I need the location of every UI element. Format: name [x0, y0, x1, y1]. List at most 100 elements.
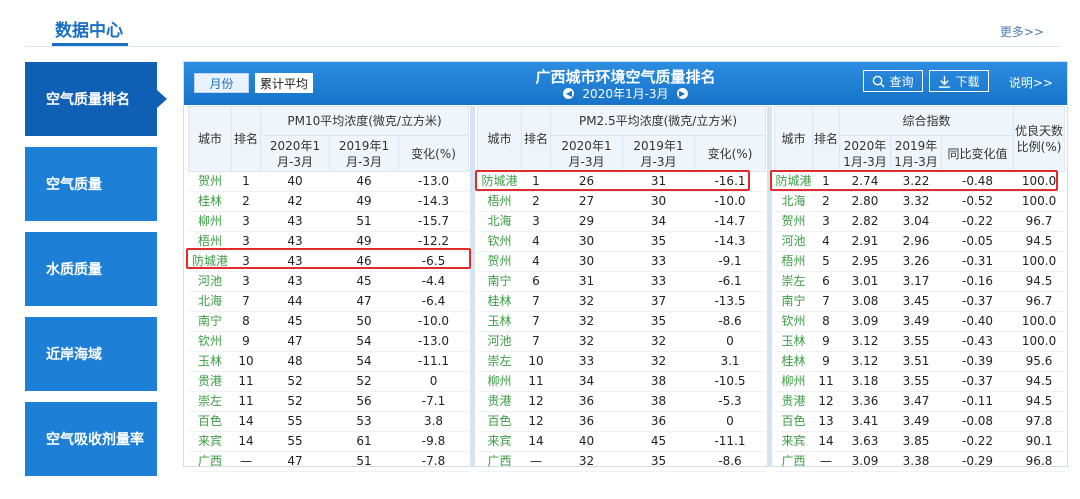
city-cell[interactable]: 柳州 [774, 371, 813, 392]
table-cell: 14 [231, 431, 261, 452]
city-cell[interactable]: 钦州 [188, 331, 232, 352]
city-cell[interactable]: 防城港 [774, 171, 813, 192]
city-cell[interactable]: 来宾 [477, 431, 522, 452]
city-cell[interactable]: 百色 [188, 411, 232, 432]
table-row: 柳州 3 43 51 -15.7 [188, 211, 469, 232]
table-row: 玉林 10 48 54 -11.1 [188, 351, 469, 372]
table-cell: 2.82 [839, 211, 891, 232]
table-cell: 9 [231, 331, 261, 352]
city-cell[interactable]: 防城港 [477, 171, 522, 192]
city-cell[interactable]: 河池 [188, 271, 232, 292]
table-row: 来宾 14 40 45 -11.1 [477, 431, 766, 452]
city-cell[interactable]: 来宾 [774, 431, 813, 452]
city-cell[interactable]: 贵港 [477, 391, 522, 412]
sidebar-item-air-quality-ranking[interactable]: 空气质量排名 [25, 62, 167, 136]
sidebar-item-air-quality[interactable]: 空气质量 [25, 147, 157, 221]
city-cell[interactable]: 北海 [188, 291, 232, 312]
city-cell[interactable]: 桂林 [774, 351, 813, 372]
highlight-box [475, 170, 750, 191]
table-cell: 3.55 [890, 371, 942, 392]
city-cell[interactable]: 南宁 [774, 291, 813, 312]
table-row: 梧州 2 27 30 -10.0 [477, 191, 766, 212]
period-label: 2020年1月-3月 [582, 87, 669, 101]
table-cell: 2.95 [839, 251, 891, 272]
explain-link[interactable]: 说明>> [1008, 76, 1053, 90]
table-cell: 3.26 [890, 251, 942, 272]
table-cell: 94.5 [1013, 371, 1065, 392]
city-cell[interactable]: 河池 [774, 231, 813, 252]
tab-cumulative-average[interactable]: 累计平均 [255, 73, 313, 93]
city-cell[interactable]: 南宁 [188, 311, 232, 332]
table-cell: 96.8 [1013, 451, 1065, 472]
city-cell[interactable]: 南宁 [477, 271, 522, 292]
table-row: 广西 —32 35 -8.6 [477, 451, 766, 472]
composite-table: 城市 排名 综合指数 优良天数比例(%) 2020年1月-3月 2019年1月-… [774, 106, 1066, 472]
table-cell: -11.1 [398, 351, 469, 372]
city-cell[interactable]: 贺州 [477, 251, 522, 272]
table-cell: 3 [231, 231, 261, 252]
next-period-icon[interactable]: ▶ [676, 88, 688, 99]
table-cell: 3.1 [694, 351, 766, 372]
city-cell[interactable]: 贵港 [774, 391, 813, 412]
table-row: 贵港 12 3.36 3.47 -0.11 94.5 [774, 391, 1065, 412]
city-cell[interactable]: 北海 [774, 191, 813, 212]
city-cell[interactable]: 广西 [477, 451, 522, 472]
city-cell[interactable]: 钦州 [477, 231, 522, 252]
city-cell[interactable]: 崇左 [774, 271, 813, 292]
sidebar-item-water-quality[interactable]: 水质质量 [25, 232, 157, 306]
city-cell[interactable]: 崇左 [188, 391, 232, 412]
city-cell[interactable]: 来宾 [188, 431, 232, 452]
table-cell: -0.22 [941, 431, 1014, 452]
city-cell[interactable]: 玉林 [188, 351, 232, 372]
city-cell[interactable]: 玉林 [774, 331, 813, 352]
table-row: 贺州 4 30 33 -9.1 [477, 251, 766, 272]
sidebar-item-coastal-waters[interactable]: 近岸海域 [25, 317, 157, 391]
table-cell: -0.31 [941, 251, 1014, 272]
city-cell[interactable]: 柳州 [188, 211, 232, 232]
city-cell[interactable]: 梧州 [774, 251, 813, 272]
city-cell[interactable]: 贺州 [774, 211, 813, 232]
city-cell[interactable]: 柳州 [477, 371, 522, 392]
tab-month[interactable]: 月份 [194, 73, 249, 93]
title-underline [52, 43, 128, 46]
column-header: 2019年1月-3月 [329, 135, 399, 172]
prev-period-icon[interactable]: ◀ [563, 88, 575, 99]
table-cell: 0 [694, 411, 766, 432]
city-cell[interactable]: 梧州 [188, 231, 232, 252]
city-cell[interactable]: 广西 [774, 451, 813, 472]
city-cell[interactable]: 桂林 [477, 291, 522, 312]
city-cell[interactable]: 桂林 [188, 191, 232, 212]
table-cell: 3.8 [398, 411, 469, 432]
city-cell[interactable]: 贺州 [188, 171, 232, 192]
city-cell[interactable]: 百色 [774, 411, 813, 432]
city-cell[interactable]: 钦州 [774, 311, 813, 332]
city-cell[interactable]: 河池 [477, 331, 522, 352]
city-cell[interactable]: 玉林 [477, 311, 522, 332]
table-cell: 31 [550, 271, 623, 292]
table-cell: 32 [622, 351, 695, 372]
sidebar-item-air-absorbed-dose-rate[interactable]: 空气吸收剂量率 [25, 402, 157, 476]
table-cell: 94.5 [1013, 231, 1065, 252]
table-cell: 2.96 [890, 231, 942, 252]
table-cell: 3.51 [890, 351, 942, 372]
city-cell[interactable]: 广西 [188, 451, 232, 472]
table-body: 贺州 1 40 46 -13.0 桂林 2 42 49 -14.3 柳州 3 43 51 -15.7 梧州 3 4… [188, 171, 469, 472]
table-row: 来宾 14 3.63 3.85 -0.22 90.1 [774, 431, 1065, 452]
table-cell: 32 [550, 451, 623, 472]
table-cell: 49 [329, 231, 399, 252]
table-cell: -14.3 [694, 231, 766, 252]
header-divider [25, 46, 1060, 47]
download-button[interactable]: 下载 [929, 70, 989, 92]
city-cell[interactable]: 北海 [477, 211, 522, 232]
column-header: 2020年1月-3月 [839, 135, 891, 172]
city-cell[interactable]: 崇左 [477, 351, 522, 372]
city-cell[interactable]: 梧州 [477, 191, 522, 212]
more-link[interactable]: 更多>> [999, 25, 1044, 39]
query-button[interactable]: 查询 [863, 70, 923, 92]
page-title: 数据中心 [55, 21, 123, 41]
column-header: 变化(%) [694, 135, 766, 172]
city-cell[interactable]: 贵港 [188, 371, 232, 392]
table-cell: -8.6 [694, 451, 766, 472]
city-cell[interactable]: 防城港 [188, 251, 232, 272]
city-cell[interactable]: 百色 [477, 411, 522, 432]
